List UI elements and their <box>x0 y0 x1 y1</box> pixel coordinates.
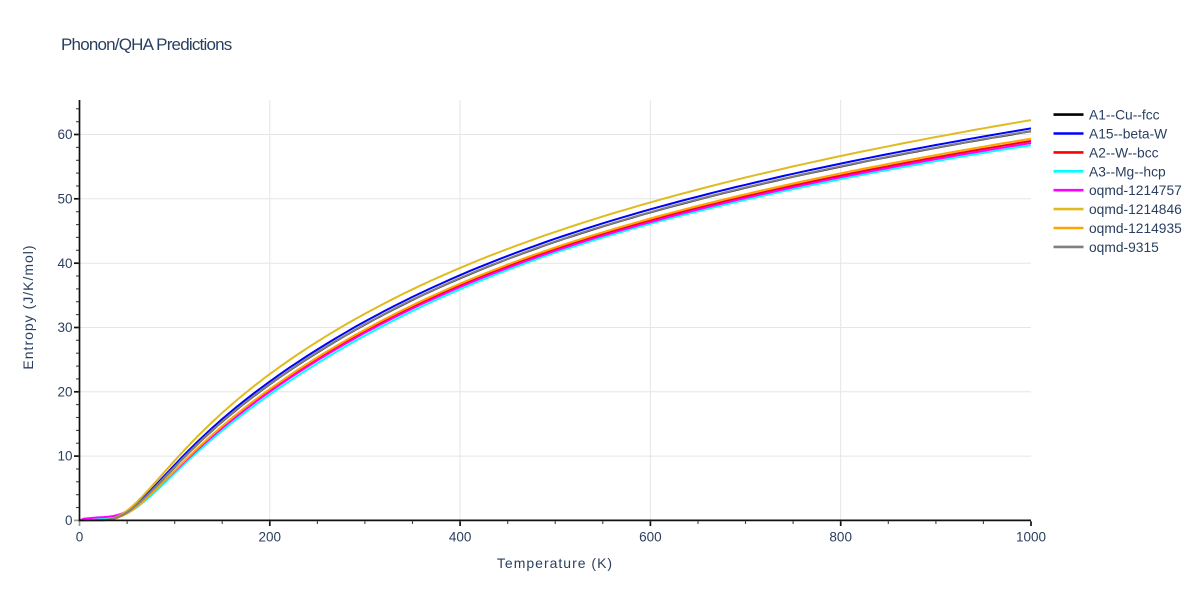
svg-text:10: 10 <box>57 449 72 464</box>
svg-text:A3--Mg--hcp: A3--Mg--hcp <box>1089 164 1166 179</box>
svg-text:60: 60 <box>57 127 72 142</box>
svg-text:Phonon/QHA Predictions: Phonon/QHA Predictions <box>61 35 232 54</box>
svg-text:oqmd-9315: oqmd-9315 <box>1089 240 1159 255</box>
svg-text:oqmd-1214935: oqmd-1214935 <box>1089 221 1182 236</box>
svg-text:40: 40 <box>57 256 72 271</box>
svg-text:400: 400 <box>449 530 472 545</box>
svg-text:600: 600 <box>639 530 662 545</box>
svg-text:oqmd-1214757: oqmd-1214757 <box>1089 183 1182 198</box>
svg-text:A1--Cu--fcc: A1--Cu--fcc <box>1089 108 1160 123</box>
svg-text:50: 50 <box>57 191 72 206</box>
svg-text:0: 0 <box>65 513 73 528</box>
svg-text:20: 20 <box>57 384 72 399</box>
svg-text:1000: 1000 <box>1016 530 1046 545</box>
svg-text:A15--beta-W: A15--beta-W <box>1089 127 1167 142</box>
svg-text:oqmd-1214846: oqmd-1214846 <box>1089 202 1182 217</box>
svg-text:30: 30 <box>57 320 72 335</box>
svg-text:A2--W--bcc: A2--W--bcc <box>1089 145 1159 160</box>
svg-text:800: 800 <box>829 530 852 545</box>
svg-text:0: 0 <box>76 530 84 545</box>
svg-text:200: 200 <box>259 530 282 545</box>
svg-text:Entropy (J/K/mol): Entropy (J/K/mol) <box>20 244 36 369</box>
svg-text:Temperature (K): Temperature (K) <box>497 555 613 571</box>
